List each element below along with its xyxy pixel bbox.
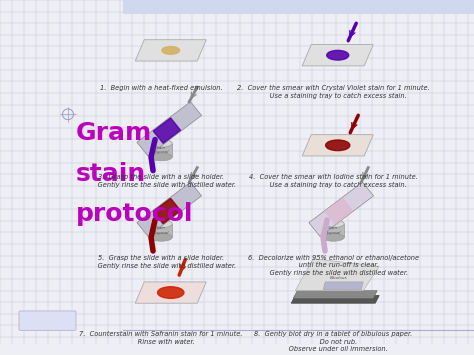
Text: 8.  Gently blot dry in a tablet of bibulous paper.
     Do not rub.
     Observe: 8. Gently blot dry in a tablet of bibulo… <box>254 331 412 353</box>
Text: stain: stain <box>76 162 146 186</box>
Bar <box>150 143 172 157</box>
Polygon shape <box>323 282 363 290</box>
Polygon shape <box>295 259 379 291</box>
Polygon shape <box>325 198 353 224</box>
Text: 5.  Grasp the slide with a slide holder.
     Gently rinse the slide with distil: 5. Grasp the slide with a slide holder. … <box>87 255 236 268</box>
Bar <box>150 224 172 237</box>
Polygon shape <box>153 198 181 224</box>
Text: Bibulous: Bibulous <box>329 276 347 280</box>
Polygon shape <box>137 102 201 156</box>
Polygon shape <box>135 282 206 303</box>
Ellipse shape <box>322 234 344 241</box>
Polygon shape <box>153 118 181 143</box>
FancyBboxPatch shape <box>19 311 76 331</box>
Text: 6.  Decolorize with 95% ethanol or ethanol/acetone
     until the run-off is cle: 6. Decolorize with 95% ethanol or ethano… <box>248 255 419 276</box>
Bar <box>123 0 474 13</box>
Text: protocol: protocol <box>76 202 193 226</box>
Polygon shape <box>293 291 377 298</box>
Text: Stain
Disposal: Stain Disposal <box>153 146 170 154</box>
Ellipse shape <box>322 220 344 228</box>
Ellipse shape <box>150 153 172 161</box>
Ellipse shape <box>150 234 172 241</box>
Text: Stain
Disposal: Stain Disposal <box>325 226 341 235</box>
Text: 2.  Cover the smear with Crystal Violet stain for 1 minute.
     Use a staining : 2. Cover the smear with Crystal Violet s… <box>237 85 429 99</box>
Text: Gram: Gram <box>76 121 152 145</box>
Ellipse shape <box>162 47 180 54</box>
Text: 3.  Grasp the slide with a slide holder.
     Gently rinse the slide with distil: 3. Grasp the slide with a slide holder. … <box>87 174 236 188</box>
Polygon shape <box>137 182 201 236</box>
Polygon shape <box>291 295 379 303</box>
Polygon shape <box>309 182 374 236</box>
Text: 1.  Begin with a heat-fixed emulsion.: 1. Begin with a heat-fixed emulsion. <box>100 85 223 91</box>
Ellipse shape <box>327 50 349 60</box>
Ellipse shape <box>326 140 350 151</box>
Polygon shape <box>135 40 206 61</box>
Polygon shape <box>302 45 373 66</box>
Ellipse shape <box>150 220 172 228</box>
Text: 4.  Cover the smear with Iodine stain for 1 minute.
     Use a staining tray to : 4. Cover the smear with Iodine stain for… <box>249 174 418 188</box>
Polygon shape <box>302 135 373 156</box>
Ellipse shape <box>150 140 172 147</box>
Text: Stain
Disposal: Stain Disposal <box>153 226 170 235</box>
Ellipse shape <box>157 287 184 298</box>
Bar <box>322 224 344 237</box>
Text: 7.  Counterstain with Safranin stain for 1 minute.
     Rinse with water.: 7. Counterstain with Safranin stain for … <box>80 331 243 345</box>
